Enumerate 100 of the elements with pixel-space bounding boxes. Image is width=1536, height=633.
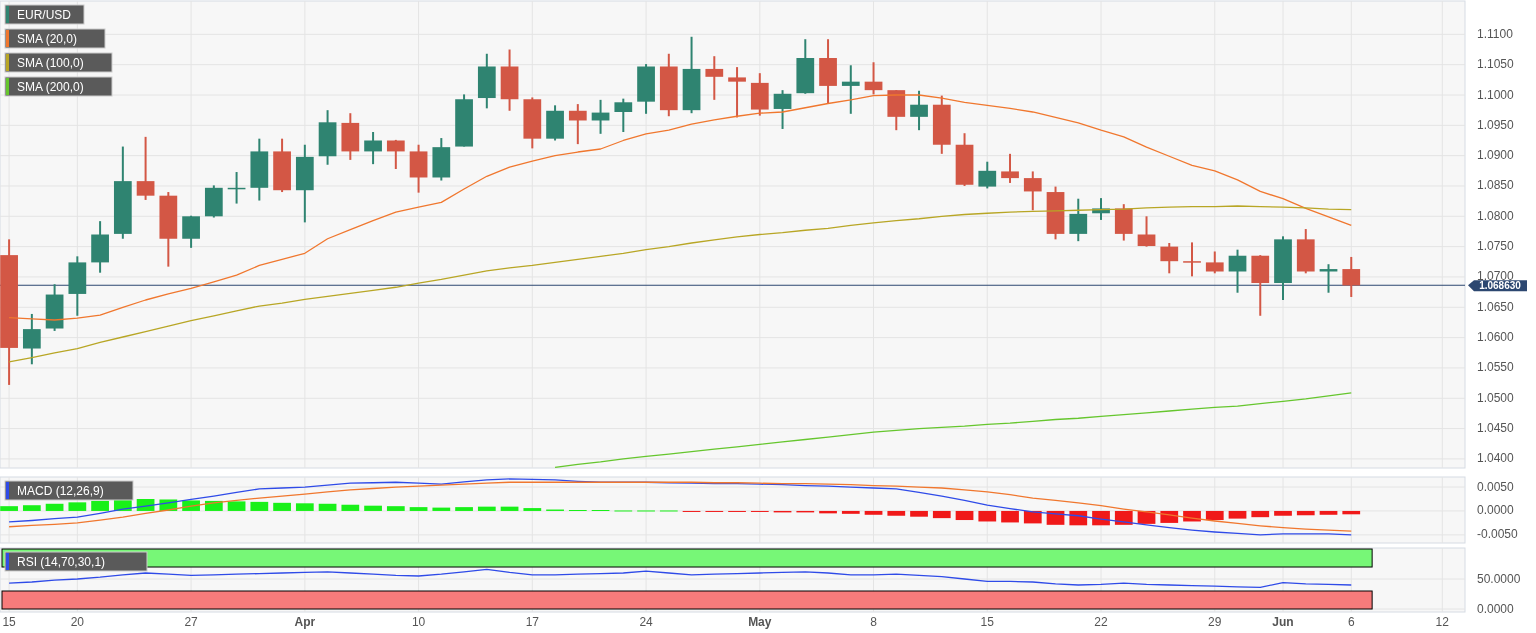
y-tick-label: 1.0400 — [1477, 451, 1515, 466]
y-tick-label: 1.0900 — [1477, 148, 1515, 163]
x-tick-label: 27 — [184, 615, 199, 629]
line-series — [8, 94, 1352, 321]
bar — [477, 506, 496, 511]
legend-label: EUR/USD — [17, 8, 72, 22]
bar — [910, 510, 928, 517]
x-tick-label: Jun — [1272, 615, 1294, 629]
legend-label: RSI (14,70,30,1) — [17, 555, 106, 569]
legend-label: SMA (200,0) — [17, 80, 84, 94]
ref-line-label: 1.068630 — [1479, 280, 1522, 292]
bar — [91, 500, 109, 511]
y-tick-label: -0.0050 — [1477, 527, 1519, 542]
legend-label: SMA (100,0) — [17, 56, 84, 70]
candlestick — [1069, 197, 1088, 243]
candlestick — [705, 55, 724, 101]
bar — [22, 505, 41, 511]
y-tick-label: 1.0550 — [1477, 360, 1515, 375]
x-tick-label: May — [748, 615, 772, 629]
y-tick-label: 1.0850 — [1477, 178, 1515, 193]
line-series — [8, 205, 1352, 363]
bar — [1319, 510, 1338, 515]
x-tick-label: 24 — [639, 615, 654, 629]
candlestick — [386, 138, 405, 170]
y-tick-label: 0.0050 — [1477, 479, 1515, 494]
candlestick — [182, 214, 200, 249]
candlestick — [728, 66, 746, 119]
y-tick-label: 1.0750 — [1477, 239, 1515, 254]
y-tick-label: 1.1000 — [1477, 87, 1515, 102]
y-tick-label: 1.0650 — [1477, 299, 1515, 314]
x-tick-label: 10 — [411, 615, 426, 629]
x-tick-label: 22 — [1094, 615, 1109, 629]
bar — [1228, 510, 1247, 519]
bar — [1069, 510, 1088, 526]
bar — [932, 510, 951, 519]
bar — [0, 506, 18, 511]
bar — [955, 510, 974, 521]
x-tick-label: 12 — [1435, 615, 1450, 629]
y-tick-label: 1.1100 — [1477, 26, 1514, 41]
y-tick-label: 1.0600 — [1477, 330, 1515, 345]
candlestick — [841, 64, 860, 115]
y-tick-label: 1.0450 — [1477, 421, 1515, 436]
bar — [432, 507, 451, 511]
bar — [864, 510, 883, 515]
candlestick — [1183, 241, 1201, 278]
candlestick — [614, 97, 633, 133]
candlestick — [136, 135, 155, 201]
line-series — [554, 392, 1352, 468]
bar — [1274, 510, 1292, 516]
bar — [68, 502, 87, 511]
bar — [1001, 510, 1019, 523]
candlestick — [1205, 250, 1224, 275]
candlestick — [1160, 241, 1179, 275]
x-tick-label: 6 — [1347, 615, 1355, 629]
bar — [1205, 510, 1224, 521]
bar — [523, 508, 542, 511]
bar — [227, 501, 246, 511]
bar — [295, 503, 314, 511]
candlestick — [22, 312, 41, 366]
candlestick — [1137, 215, 1156, 248]
x-tick-label: 8 — [870, 615, 878, 629]
candlestick — [1023, 170, 1042, 212]
candlestick — [364, 131, 382, 166]
x-tick-label: 15 — [2, 615, 17, 629]
line-series — [8, 568, 1352, 589]
bar — [250, 501, 269, 511]
y-tick-label: 1.1050 — [1477, 57, 1515, 72]
candlestick — [978, 160, 997, 190]
bar — [455, 507, 473, 511]
y-tick-label: 1.0500 — [1477, 390, 1515, 405]
bar — [1114, 510, 1133, 525]
y-tick-label: 1.0950 — [1477, 117, 1515, 132]
bar — [841, 510, 860, 514]
candlestick — [1001, 152, 1019, 184]
x-tick-label: 17 — [525, 615, 540, 629]
candlestick — [568, 103, 587, 146]
x-tick-label: 29 — [1208, 615, 1222, 629]
bar — [409, 507, 428, 511]
x-tick-label: 20 — [70, 615, 85, 629]
bar — [1296, 510, 1315, 516]
candlestick — [910, 89, 928, 132]
y-tick-label: 0.0000 — [1477, 503, 1515, 518]
y-tick-label: 50.0000 — [1477, 571, 1521, 586]
bar — [273, 502, 291, 511]
candlestick — [864, 61, 883, 96]
legend-label: SMA (20,0) — [17, 32, 78, 46]
bar — [978, 510, 997, 522]
bar — [1342, 510, 1361, 515]
candlestick — [1342, 255, 1361, 298]
bar — [1251, 510, 1270, 518]
candlestick — [1228, 248, 1247, 294]
bar — [364, 505, 382, 511]
legend-label: MACD (12,26,9) — [17, 484, 104, 498]
bar — [887, 510, 906, 516]
y-tick-label: 1.0800 — [1477, 208, 1515, 223]
y-tick-label: 0.0000 — [1477, 601, 1515, 616]
x-tick-label: Apr — [294, 615, 316, 629]
x-tick-label: 15 — [980, 615, 995, 629]
bar — [386, 506, 405, 511]
bar — [318, 503, 337, 511]
